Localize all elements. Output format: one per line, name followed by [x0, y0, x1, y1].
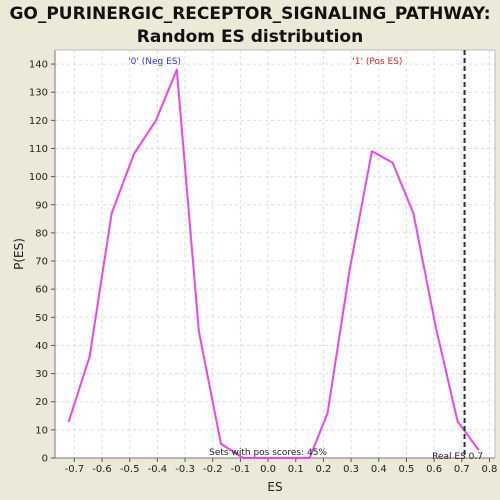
data-point: [412, 212, 415, 215]
chart-title-line2: Random ES distribution: [136, 27, 364, 47]
x-axis-label: ES: [267, 480, 282, 494]
y-tick-label: 130: [29, 88, 48, 99]
y-tick-label: 80: [35, 228, 48, 239]
x-tick-label: 0.3: [343, 464, 359, 475]
x-tick-label: -0.1: [231, 464, 251, 475]
x-tick-label: -0.3: [175, 464, 195, 475]
data-point: [175, 68, 178, 71]
data-point: [348, 268, 351, 271]
real-es-text: Real ES 0.7: [432, 452, 483, 462]
x-tick-label: -0.5: [120, 464, 140, 475]
plot-area: [55, 50, 495, 458]
data-point: [132, 153, 135, 156]
x-tick-label: -0.2: [203, 464, 223, 475]
data-point: [242, 457, 245, 459]
x-tick-label: 0.8: [482, 464, 498, 475]
x-tick-label: 0.0: [260, 464, 276, 475]
data-point: [370, 150, 373, 153]
y-tick-label: 90: [35, 200, 48, 211]
x-tick-label: 0.1: [288, 464, 304, 475]
y-axis-label: P(ES): [12, 238, 26, 270]
data-point: [286, 457, 289, 459]
chart-title: GO_PURINERGIC_RECEPTOR_SIGNALING_PATHWAY…: [0, 3, 500, 49]
y-tick-label: 10: [35, 425, 48, 436]
y-tick-label: 20: [35, 397, 48, 408]
x-tick-label: 0.5: [398, 464, 414, 475]
tick-labels: -0.7 -0.6 -0.5 -0.4 -0.3 -0.2 -0.1 0.0 0.1 0.2 0.3…: [29, 60, 498, 475]
y-tick-label: 60: [35, 285, 48, 296]
x-tick-label: -0.7: [65, 464, 85, 475]
y-tick-label: 30: [35, 369, 48, 380]
data-point: [308, 457, 311, 459]
data-point: [326, 412, 329, 414]
grid: [55, 50, 495, 459]
y-tick-label: 100: [29, 172, 48, 183]
data-point: [264, 457, 267, 459]
y-tick-label: 70: [35, 257, 48, 268]
annotations: '0' (Neg ES) '1' (Pos ES) Sets with pos sc…: [128, 57, 483, 462]
y-tick-label: 140: [29, 60, 48, 71]
x-tick-label: 0.2: [315, 464, 331, 475]
data-point: [67, 420, 70, 423]
pos-es-label: '1' (Pos ES): [352, 57, 402, 67]
data-point: [456, 420, 459, 423]
data-point: [391, 161, 394, 164]
data-point: [110, 212, 113, 215]
data-point: [220, 443, 222, 445]
data-point: [477, 448, 480, 451]
es-distribution-line: [67, 68, 480, 459]
data-point: [197, 330, 200, 333]
data-point: [434, 324, 437, 327]
x-tick-label: -0.6: [92, 464, 112, 475]
series: [67, 50, 480, 459]
x-tick-label: 0.7: [454, 464, 470, 475]
x-tick-label: -0.4: [148, 464, 168, 475]
chart-title-line1: GO_PURINERGIC_RECEPTOR_SIGNALING_PATHWAY…: [9, 4, 491, 24]
y-tick-label: 50: [35, 313, 48, 324]
x-tick-label: 0.6: [426, 464, 442, 475]
y-tick-label: 110: [29, 144, 48, 155]
sets-pos-scores-text: Sets with pos scores: 45%: [209, 448, 327, 458]
y-tick-label: 0: [42, 454, 48, 465]
x-tick-label: 0.4: [371, 464, 387, 475]
data-point: [155, 119, 157, 122]
y-tick-label: 40: [35, 341, 48, 352]
neg-es-label: '0' (Neg ES): [128, 57, 181, 67]
data-point: [88, 355, 91, 358]
y-tick-label: 120: [29, 116, 48, 127]
